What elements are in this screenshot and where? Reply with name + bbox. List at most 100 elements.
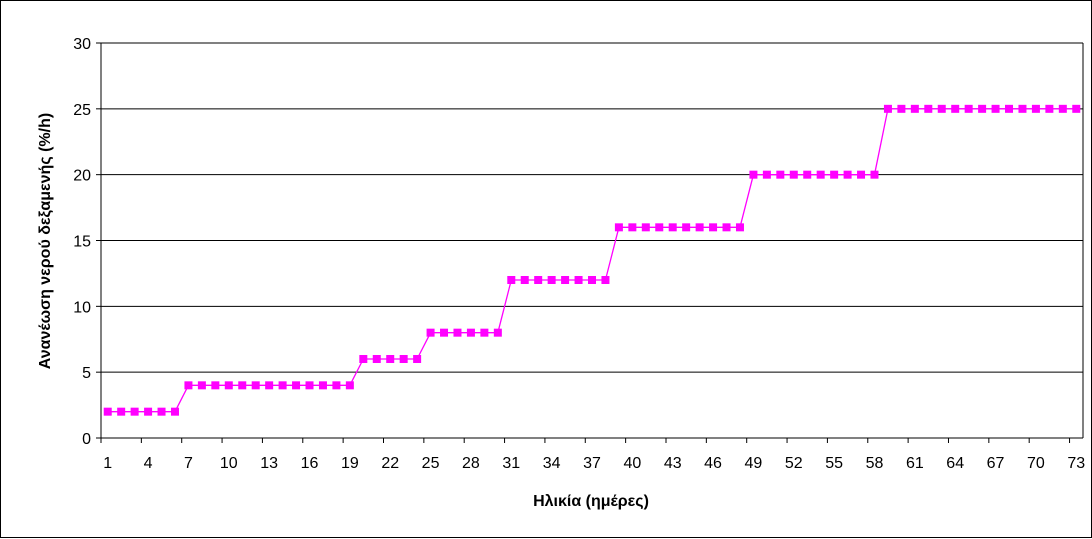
data-point xyxy=(413,355,422,363)
data-point xyxy=(668,223,677,232)
data-point xyxy=(480,328,489,337)
x-tick-label: 10 xyxy=(220,455,238,472)
x-tick-label: 58 xyxy=(866,455,884,472)
data-point xyxy=(466,328,475,337)
x-tick-label: 19 xyxy=(341,455,359,472)
data-point xyxy=(292,381,301,390)
data-point xyxy=(601,276,610,284)
data-point xyxy=(359,355,368,363)
data-point xyxy=(493,328,502,337)
data-point xyxy=(144,407,153,416)
x-tick-labels: 1 4 7 10 13 16 19 22 25 28 31 34 37 40 43 46 49 52 55 58 61 6… xyxy=(103,455,1085,472)
data-point xyxy=(897,104,906,113)
y-tick-label: 15 xyxy=(73,234,91,251)
data-point xyxy=(695,223,704,232)
y-tick-label: 20 xyxy=(73,168,91,185)
data-point xyxy=(682,223,691,232)
data-point xyxy=(238,381,247,390)
x-tick-label: 52 xyxy=(785,455,803,472)
x-tick-label: 16 xyxy=(301,455,319,472)
y-tick-label: 10 xyxy=(73,299,91,316)
data-point xyxy=(117,407,126,416)
data-point xyxy=(453,328,462,337)
data-point xyxy=(507,276,516,284)
data-point xyxy=(265,381,274,390)
data-point xyxy=(1005,104,1014,113)
data-point xyxy=(1045,104,1054,113)
data-point xyxy=(372,355,381,363)
x-tick-label: 7 xyxy=(184,455,193,472)
data-point xyxy=(278,381,287,390)
data-point xyxy=(830,170,839,179)
data-point xyxy=(130,407,139,416)
data-point xyxy=(991,104,1000,113)
data-point xyxy=(1031,104,1040,113)
data-point xyxy=(1058,104,1067,113)
x-tick-label: 13 xyxy=(260,455,278,472)
data-point xyxy=(426,328,435,337)
x-axis-title: Ηλικία (ημέρες) xyxy=(533,493,649,510)
data-point xyxy=(170,407,179,416)
data-point xyxy=(803,170,812,179)
x-tick-label: 4 xyxy=(144,455,153,472)
data-point xyxy=(157,407,166,416)
data-point xyxy=(251,381,260,390)
x-tick-label: 25 xyxy=(422,455,440,472)
data-point xyxy=(184,381,193,390)
data-point xyxy=(776,170,785,179)
y-tick-label: 0 xyxy=(82,431,91,448)
x-tick-label: 67 xyxy=(987,455,1005,472)
data-point xyxy=(964,104,973,113)
data-point xyxy=(386,355,395,363)
data-point xyxy=(883,104,892,113)
x-tick-label: 46 xyxy=(704,455,722,472)
data-point xyxy=(722,223,731,232)
data-point xyxy=(816,170,825,179)
data-point xyxy=(789,170,798,179)
data-point xyxy=(762,170,771,179)
data-point xyxy=(534,276,543,284)
data-point xyxy=(440,328,449,337)
data-point xyxy=(870,170,879,179)
data-point xyxy=(574,276,583,284)
y-tick-label: 5 xyxy=(82,365,91,382)
data-point xyxy=(547,276,556,284)
data-point xyxy=(937,104,946,113)
data-point xyxy=(1072,104,1081,113)
data-point xyxy=(211,381,220,390)
x-tick-label: 28 xyxy=(462,455,480,472)
x-tick-label: 37 xyxy=(583,455,601,472)
x-tick-label: 40 xyxy=(623,455,641,472)
x-tick-label: 1 xyxy=(103,455,112,472)
series-line xyxy=(107,108,1077,413)
x-tick-label: 34 xyxy=(543,455,561,472)
y-tick-label: 30 xyxy=(73,36,91,53)
x-tick-label: 49 xyxy=(745,455,763,472)
data-point xyxy=(332,381,341,390)
x-tick-label: 43 xyxy=(664,455,682,472)
data-point xyxy=(399,355,408,363)
data-point xyxy=(345,381,354,390)
data-point xyxy=(910,104,919,113)
data-point xyxy=(561,276,570,284)
data-point xyxy=(857,170,866,179)
data-point xyxy=(978,104,987,113)
data-point xyxy=(735,223,744,232)
x-tick-label: 73 xyxy=(1067,455,1085,472)
y-tick-label: 25 xyxy=(73,102,91,119)
x-tick-label: 55 xyxy=(825,455,843,472)
data-point xyxy=(197,381,206,390)
data-point xyxy=(103,407,112,416)
y-tick-labels: 0 5 10 15 20 25 30 xyxy=(73,36,91,448)
x-tick-label: 61 xyxy=(906,455,924,472)
data-point xyxy=(628,223,637,232)
gridlines xyxy=(101,42,1083,373)
data-point xyxy=(924,104,933,113)
data-point xyxy=(318,381,327,390)
data-point xyxy=(305,381,314,390)
data-point xyxy=(614,223,623,232)
series-1 xyxy=(103,104,1081,416)
x-tick-label: 31 xyxy=(502,455,520,472)
data-point xyxy=(655,223,664,232)
